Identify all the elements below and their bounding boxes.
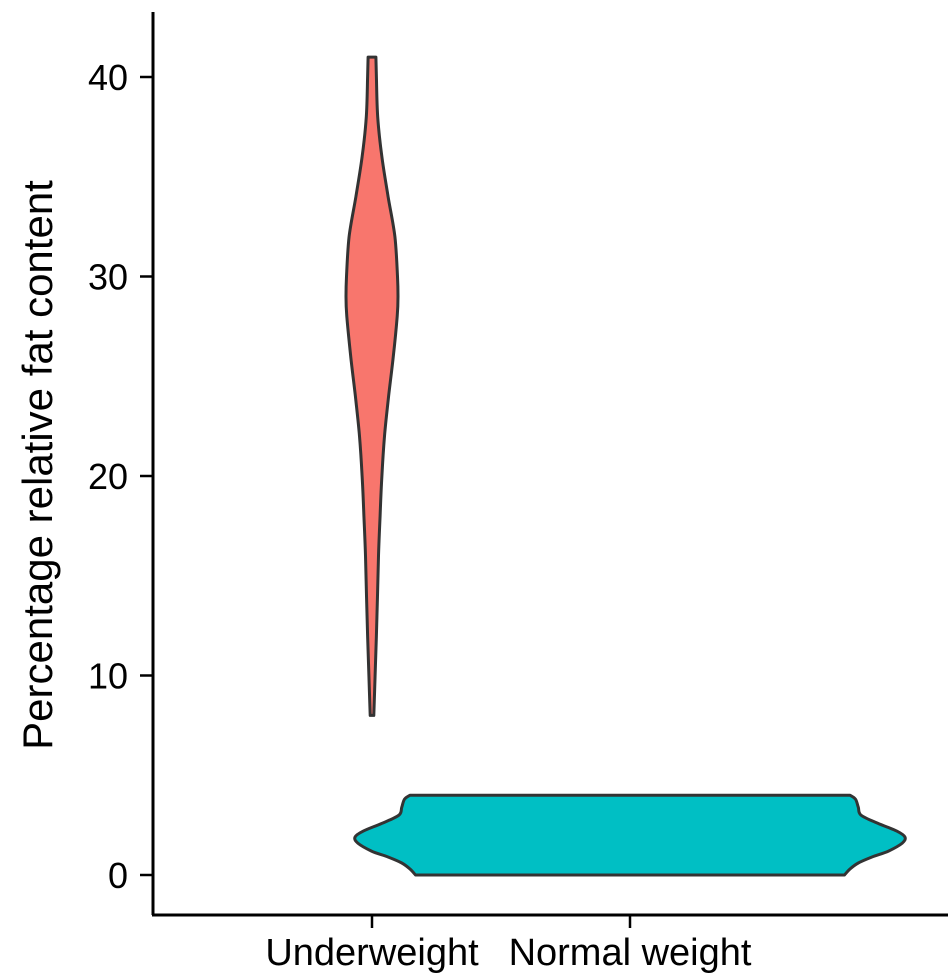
y-tick-label: 10 — [88, 656, 128, 697]
y-axis-title: Percentage relative fat content — [14, 180, 61, 750]
y-axis-ticks: 0 10 20 30 40 — [88, 57, 153, 896]
y-tick-label: 30 — [88, 257, 128, 298]
y-tick-label: 0 — [108, 855, 128, 896]
x-category-label: Underweight — [265, 932, 479, 974]
y-tick-label: 40 — [88, 57, 128, 98]
y-tick-label: 20 — [88, 456, 128, 497]
x-category-label: Normal weight — [509, 932, 752, 974]
violin-normal-weight — [353, 793, 907, 877]
violins-group — [344, 55, 907, 877]
violin-underweight — [344, 55, 400, 717]
x-axis-ticks: Underweight Normal weight — [265, 915, 752, 974]
